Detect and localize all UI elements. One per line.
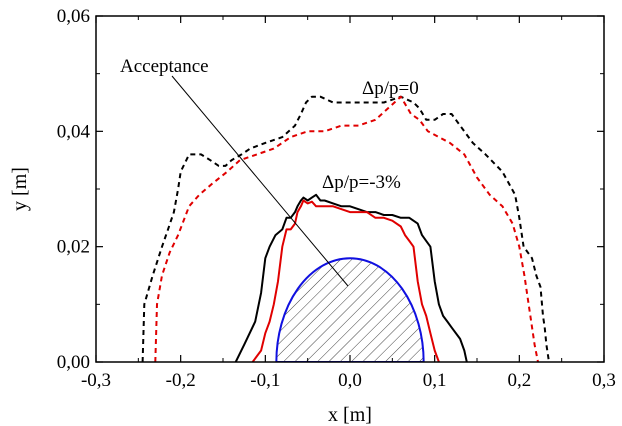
axis-layer: -0,3 -0,2 -0,1 0,0 0,1 0,2 0,3 0,00 0,02 0,04 0,06 [57, 6, 616, 391]
annotation-acceptance: Acceptance [120, 56, 209, 77]
x-tick-label: -0,1 [250, 370, 280, 391]
annotation-dp3: Δp/p=-3% [322, 172, 401, 193]
series-line-0 [141, 95, 550, 362]
y-tick-label: 0,04 [57, 121, 91, 142]
x-axis-label: x [m] [328, 404, 372, 426]
y-tick-label: 0,02 [57, 237, 90, 258]
annotation-dp0: Δp/p=0 [362, 78, 419, 99]
acceptance-pointer [171, 75, 349, 287]
x-tick-label: -0,3 [81, 370, 111, 391]
x-tick-label: -0,2 [166, 370, 196, 391]
y-tick-label: 0,06 [57, 6, 90, 27]
series-line-2 [234, 193, 468, 362]
acceptance-ellipse [275, 257, 425, 362]
series-layer [141, 95, 550, 362]
series-line-1 [154, 95, 539, 362]
x-tick-label: 0,1 [423, 370, 447, 391]
x-tick-label: 0,2 [507, 370, 531, 391]
y-axis-label: y [m] [9, 167, 31, 211]
x-tick-label: 0,3 [592, 370, 616, 391]
x-tick-label: 0,0 [338, 370, 362, 391]
y-tick-label: 0,00 [57, 352, 90, 373]
series-line-3 [251, 199, 440, 362]
